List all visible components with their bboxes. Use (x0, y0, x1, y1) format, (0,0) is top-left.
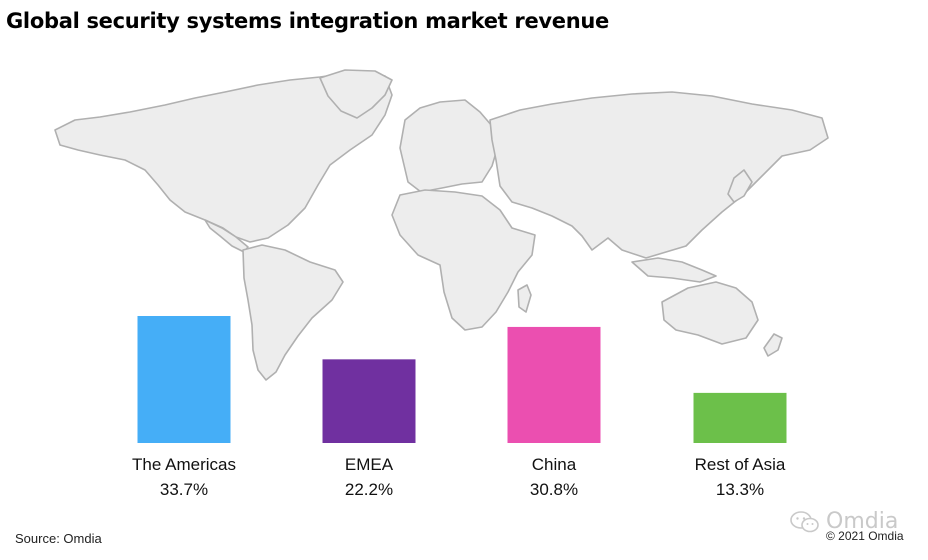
watermark: Omdia (790, 509, 898, 534)
bar-rest-of-asia (693, 392, 787, 443)
bar-china (507, 326, 601, 443)
bar-emea (322, 359, 416, 443)
indonesia-shape (631, 257, 717, 283)
wechat-icon (790, 510, 819, 532)
category-label: Rest of Asia (695, 455, 786, 474)
category-label: China (532, 455, 577, 474)
north-america-shape (54, 71, 393, 243)
africa-shape (391, 189, 536, 331)
source-note: Source: Omdia (15, 531, 102, 546)
watermark-text: Omdia (826, 509, 899, 534)
category-labels-group: The Americas EMEA China Rest of Asia (132, 455, 786, 474)
value-label: 13.3% (716, 480, 764, 499)
madagascar-shape (517, 284, 532, 313)
new-zealand-shape (763, 333, 783, 357)
europe-shape (399, 99, 499, 193)
world-map (54, 69, 829, 381)
value-labels-group: 33.7% 22.2% 30.8% 13.3% (160, 480, 764, 499)
greenland-shape (319, 69, 393, 119)
bars-group (137, 316, 787, 443)
category-label: EMEA (345, 455, 394, 474)
south-america-shape (242, 244, 344, 381)
copyright-note: © 2021 Omdia (826, 529, 904, 543)
japan-shape (727, 169, 753, 203)
asia-shape (489, 91, 829, 259)
value-label: 30.8% (530, 480, 578, 499)
bar-the-americas (137, 316, 231, 443)
value-label: 33.7% (160, 480, 208, 499)
australia-shape (661, 281, 759, 345)
category-label: The Americas (132, 455, 236, 474)
chart-title: Global security systems integration mark… (6, 9, 609, 33)
value-label: 22.2% (345, 480, 393, 499)
